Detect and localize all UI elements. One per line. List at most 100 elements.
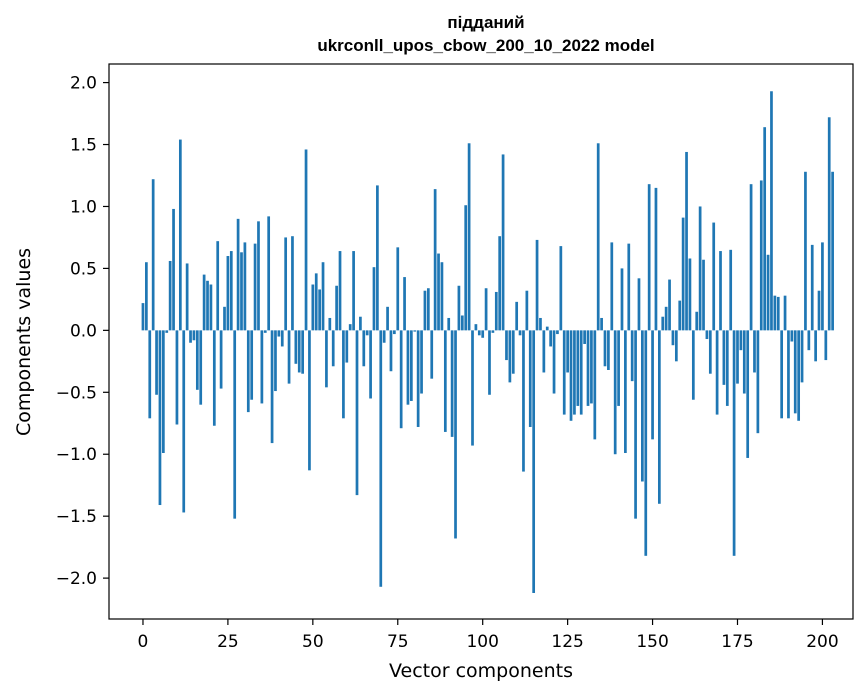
- bar-62: [352, 251, 355, 331]
- bar-66: [365, 330, 369, 336]
- bar-93: [457, 285, 461, 331]
- bar-120: [549, 330, 553, 347]
- bar-22: [216, 241, 220, 331]
- bar-72: [386, 306, 389, 331]
- bar-176: [739, 330, 743, 351]
- bar-33: [253, 243, 257, 331]
- x-tick-label-200: 200: [806, 632, 838, 652]
- bar-160: [685, 151, 688, 331]
- plot-frame: [108, 63, 854, 620]
- bar-73: [389, 330, 393, 372]
- bar-177: [742, 330, 746, 394]
- bar-23: [219, 330, 223, 389]
- bar-79: [409, 330, 413, 401]
- bar-20: [209, 284, 213, 331]
- bar-34: [257, 221, 260, 331]
- bar-85: [430, 330, 434, 379]
- bar-103: [491, 330, 495, 333]
- bar-78: [406, 330, 410, 405]
- bar-139: [613, 330, 617, 455]
- bar-21: [212, 330, 216, 426]
- bar-123: [559, 246, 563, 331]
- bar-165: [702, 259, 705, 331]
- bar-94: [460, 315, 464, 331]
- bar-150: [651, 330, 654, 440]
- bar-56: [331, 330, 335, 367]
- bar-68: [372, 267, 376, 331]
- bar-59: [342, 330, 345, 419]
- bar-115: [532, 330, 536, 593]
- bar-182: [759, 180, 763, 331]
- bar-19: [206, 280, 209, 331]
- x-tick-label-50: 50: [302, 632, 324, 652]
- bar-71: [382, 330, 386, 343]
- bar-90: [447, 317, 451, 331]
- bar-202: [827, 117, 831, 331]
- bar-203: [831, 171, 834, 331]
- bar-18: [202, 274, 206, 331]
- bar-70: [379, 330, 383, 587]
- bar-96: [467, 143, 471, 331]
- bar-190: [787, 330, 790, 419]
- bar-106: [501, 154, 505, 331]
- bar-52: [318, 289, 321, 331]
- bar-37: [267, 216, 271, 331]
- chart-title-line-2: ukrconll_upos_cbow_200_10_2022 model: [317, 36, 654, 55]
- bar-49: [308, 330, 311, 471]
- bar-117: [539, 317, 542, 331]
- y-tick-label-3: 0.5: [70, 259, 97, 279]
- bar-15: [192, 330, 196, 341]
- y-axis-ticks: 2.0 1.5 1.0 0.5 0.0 −0.5 −1.0 −1.5 −2.0: [56, 74, 109, 589]
- bar-118: [542, 330, 546, 373]
- bar-201: [824, 330, 828, 361]
- bar-51: [314, 273, 318, 331]
- bar-166: [705, 330, 709, 340]
- bar-100: [481, 330, 485, 338]
- bar-54: [325, 330, 328, 388]
- bar-136: [603, 330, 607, 367]
- bar-50: [311, 284, 315, 331]
- bar-193: [797, 330, 801, 421]
- bar-4: [155, 330, 158, 395]
- bar-119: [545, 326, 549, 331]
- bar-125: [566, 330, 569, 373]
- bar-128: [576, 330, 580, 406]
- bar-89: [443, 330, 447, 432]
- bar-137: [607, 330, 610, 370]
- bar-41: [280, 330, 284, 347]
- bar-92: [454, 330, 457, 539]
- bar-57: [335, 285, 338, 331]
- bar-38: [270, 330, 274, 444]
- bar-35: [260, 330, 264, 404]
- bar-191: [790, 330, 794, 342]
- bar-173: [729, 249, 733, 331]
- bar-7: [165, 330, 169, 333]
- bar-80: [413, 330, 417, 332]
- bar-159: [681, 217, 685, 331]
- bar-131: [586, 330, 590, 406]
- bar-25: [226, 256, 230, 331]
- bar-179: [749, 184, 753, 331]
- bar-147: [641, 330, 644, 482]
- bar-133: [593, 330, 597, 440]
- bar-67: [369, 330, 372, 399]
- bar-111: [518, 330, 522, 336]
- bar-129: [579, 330, 583, 415]
- bar-124: [562, 330, 566, 415]
- bar-140: [617, 330, 620, 406]
- bar-1: [145, 262, 148, 331]
- bar-29: [240, 252, 243, 331]
- x-tick-label-75: 75: [387, 632, 409, 652]
- bar-0: [141, 303, 145, 331]
- bar-77: [403, 277, 406, 331]
- bar-134: [596, 143, 600, 331]
- bar-9: [172, 208, 175, 331]
- bar-86: [433, 189, 437, 331]
- bar-40: [277, 330, 281, 337]
- bar-107: [505, 330, 508, 361]
- y-tick-label-6: −1.0: [56, 445, 97, 465]
- x-tick-label-150: 150: [636, 632, 668, 652]
- bar-146: [637, 278, 641, 331]
- x-tick-label-100: 100: [466, 632, 498, 652]
